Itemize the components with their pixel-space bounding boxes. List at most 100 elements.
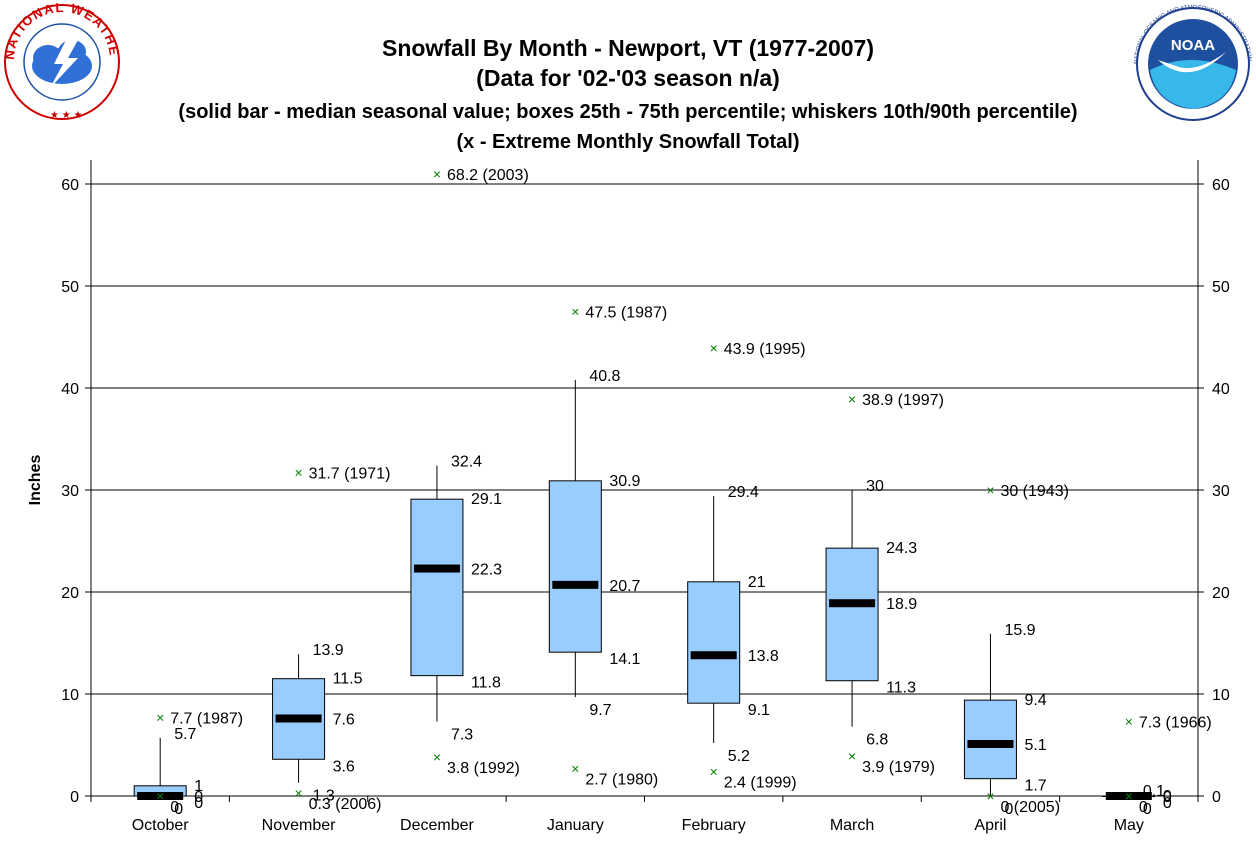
chart-title: Snowfall By Month - Newport, VT (1977-20…	[382, 35, 874, 61]
median-bar	[829, 599, 876, 608]
extreme-min-label: 2.4 (1999)	[724, 775, 797, 792]
nws-stars-icon: ★ ★ ★	[50, 110, 82, 121]
x-tick-label: February	[682, 817, 746, 834]
p90-label: 30	[866, 478, 884, 495]
iqr-box	[548, 480, 602, 653]
q1-label: 3.6	[333, 758, 355, 775]
extreme-max-marker: ×	[848, 391, 856, 407]
p10-label: 7.3	[451, 727, 473, 744]
noaa-logo-text: NOAA	[1171, 37, 1215, 54]
median-label: 5.1	[1024, 737, 1046, 754]
extreme-max-marker: ×	[294, 465, 302, 481]
extreme-min-label: 3.8 (1992)	[447, 760, 520, 777]
extreme-max-marker: ×	[156, 709, 164, 725]
extreme-min-marker: ×	[433, 749, 441, 765]
chart-legend-note: (solid bar - median seasonal value; boxe…	[178, 101, 1077, 123]
extreme-min-label: 0	[1139, 799, 1148, 816]
p90-label: 5.7	[174, 726, 196, 743]
median-bar	[413, 564, 460, 573]
y-axis-label: Inches	[27, 455, 44, 506]
box-group-january: × 47.5 (1987) × 40.8 30.9 20.7 14.1 9.7 2.7 (198…	[548, 304, 667, 788]
median-bar	[690, 651, 737, 660]
q1-label: 9.1	[748, 702, 770, 719]
box-group-november: × 31.7 (1971) × 13.9 11.5 7.6 3.6 1.30.3 (2006)	[272, 465, 391, 813]
extreme-max-label: 43.9 (1995)	[724, 341, 806, 358]
q3-label: 29.1	[471, 491, 502, 508]
extreme-max-marker: ×	[433, 166, 441, 182]
median-label: 13.8	[748, 648, 779, 665]
x-tick-label: April	[974, 817, 1006, 834]
x-tick-label: November	[262, 817, 336, 834]
y-tick-label-left: 20	[61, 585, 79, 602]
median-label: 0	[194, 789, 203, 806]
median-bar	[137, 792, 184, 800]
noaa-bird-icon	[1158, 52, 1226, 73]
q3-label: 1	[194, 778, 203, 795]
median-label: 18.9	[886, 596, 917, 613]
p10-label: 0	[174, 801, 183, 818]
p90-label: 32.4	[451, 454, 482, 471]
x-tick-label: March	[830, 817, 874, 834]
extreme-min-marker: ×	[1125, 788, 1133, 804]
p10-label: 9.7	[589, 702, 611, 719]
extreme-min-marker: ×	[156, 788, 164, 804]
y-tick-label-right: 60	[1212, 177, 1230, 194]
median-bar	[552, 580, 599, 589]
nws-logo: NATIONAL WEATHER SERVICE ★ ★ ★	[0, 0, 121, 121]
q3-label: 24.3	[886, 540, 917, 557]
median-bar	[967, 739, 1014, 748]
nws-lightning-icon	[50, 40, 78, 88]
extreme-max-marker: ×	[710, 340, 718, 356]
x-tick-label: May	[1114, 817, 1144, 834]
median-label: 20.7	[609, 578, 640, 595]
extreme-min-label: 0.3 (2006)	[309, 796, 382, 813]
box-group-april: × 30 (1943) × 15.9 9.4 5.1 1.7 00 (2005)	[963, 482, 1069, 818]
p10-label: 5.2	[728, 748, 750, 765]
extreme-max-marker: ×	[986, 482, 994, 498]
q3-label: 0	[1163, 788, 1172, 805]
p10-label: 0	[1004, 801, 1013, 818]
noaa-water-icon	[1150, 60, 1236, 109]
median-label: 22.3	[471, 562, 502, 579]
y-tick-label-left: 60	[61, 177, 79, 194]
p90-label: 13.9	[313, 642, 344, 659]
q1-label: 14.1	[609, 651, 640, 668]
x-tick-label: December	[400, 817, 474, 834]
q3-label: 11.5	[333, 671, 363, 688]
median-label: 0	[1163, 789, 1172, 806]
p90-label: 15.9	[1004, 622, 1035, 639]
y-tick-label-left: 10	[61, 687, 79, 704]
q3-label: 9.4	[1024, 692, 1046, 709]
extreme-max-label: 30 (1943)	[1000, 483, 1069, 500]
p90-label: 40.8	[589, 368, 620, 385]
q3-label: 30.9	[609, 473, 640, 490]
extreme-min-marker: ×	[571, 760, 579, 776]
median-bar	[275, 714, 322, 723]
q1-label: 1.7	[1024, 778, 1046, 795]
extreme-max-marker: ×	[1125, 714, 1133, 730]
q1-label: 0	[1163, 795, 1172, 812]
x-tick-label: October	[132, 817, 190, 834]
p10-label: 1.3	[313, 788, 335, 805]
y-tick-label-left: 0	[70, 789, 79, 806]
y-tick-label-left: 40	[61, 381, 79, 398]
extreme-max-marker: ×	[571, 304, 579, 320]
extreme-min-marker: ×	[848, 748, 856, 764]
extreme-max-label: 7.7 (1987)	[170, 710, 243, 727]
y-tick-label-left: 50	[61, 279, 79, 296]
extreme-max-label: 68.2 (2003)	[447, 167, 529, 184]
p90-label: 29.4	[728, 484, 759, 501]
extreme-min-marker: ×	[710, 764, 718, 780]
extreme-min-label: 0 (2005)	[1000, 799, 1060, 816]
extreme-max-label: 47.5 (1987)	[585, 305, 667, 322]
q1-label: 0	[194, 795, 203, 812]
box-group-december: × 68.2 (2003) × 32.4 29.1 22.3 11.8 7.3 3.8 (199…	[410, 166, 529, 777]
median-label: 7.6	[333, 711, 355, 728]
extreme-max-label: 38.9 (1997)	[862, 392, 944, 409]
extreme-max-label: 31.7 (1971)	[309, 466, 391, 483]
q1-label: 11.8	[471, 675, 501, 692]
